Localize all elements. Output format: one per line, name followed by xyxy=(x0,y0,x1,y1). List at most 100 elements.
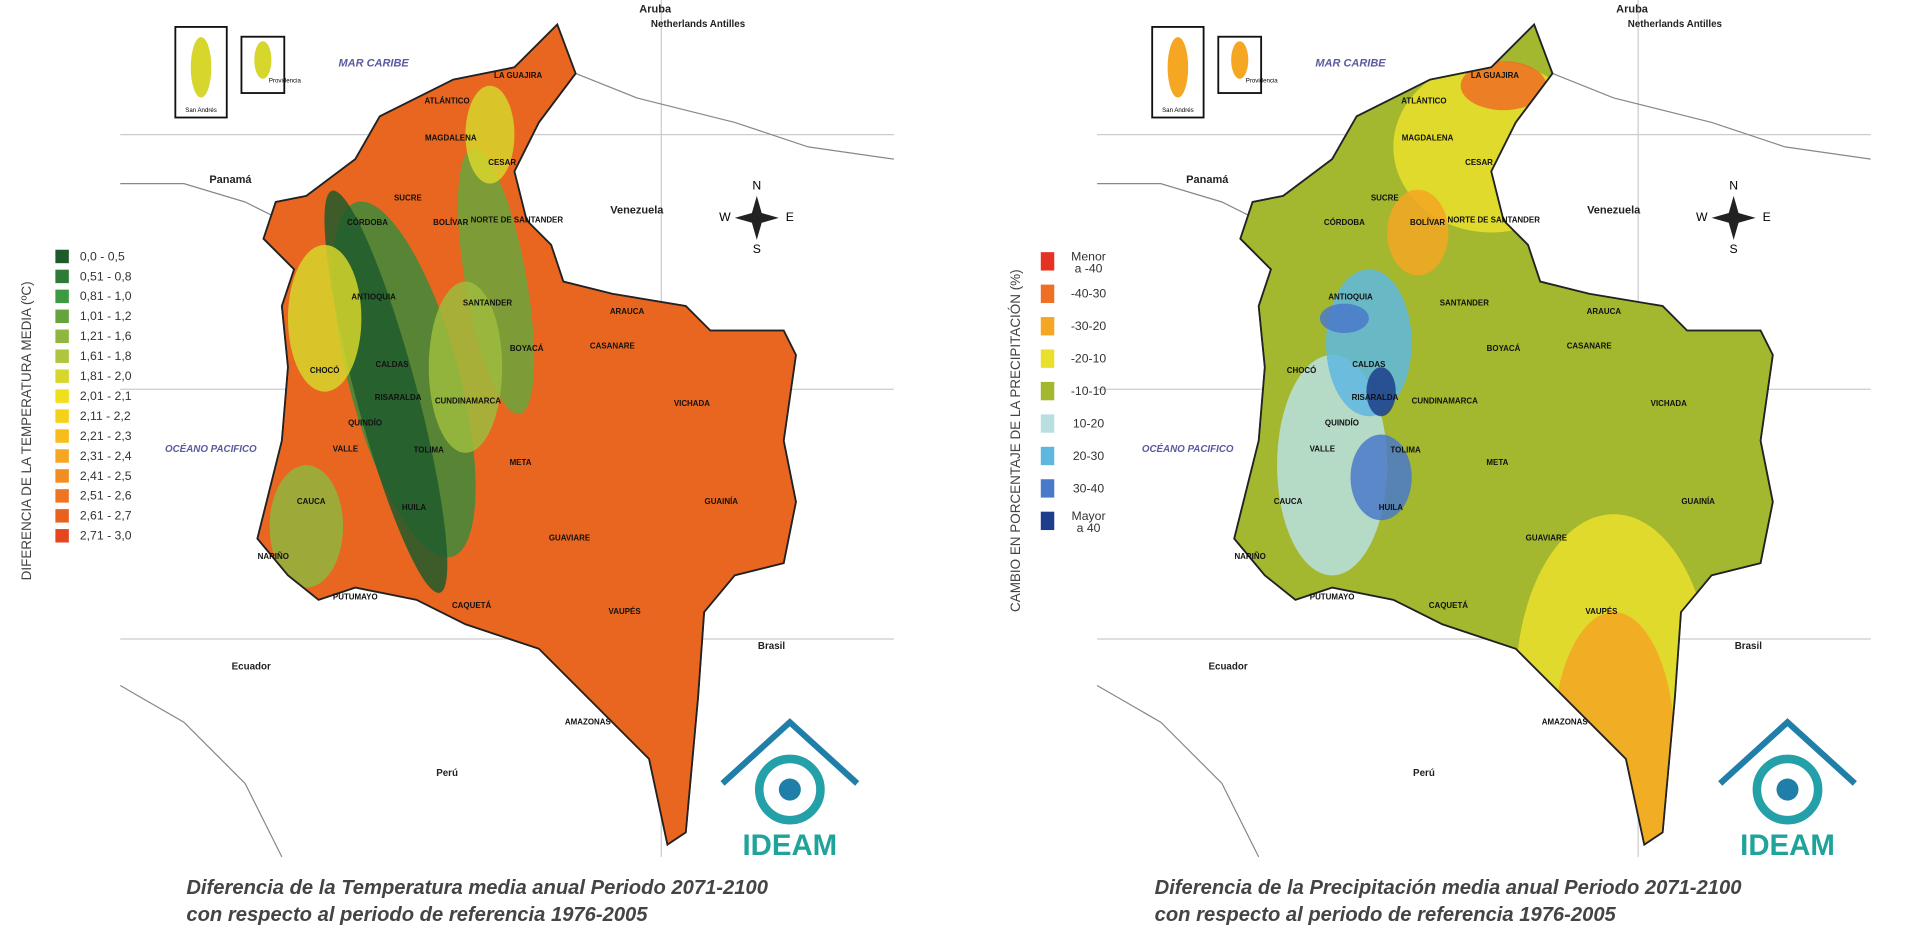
neighbor-label: MAR CARIBE xyxy=(1315,58,1386,70)
legend-label: -10-10 xyxy=(1071,384,1107,398)
color-zones xyxy=(269,85,535,593)
legend-swatch xyxy=(55,409,69,423)
neighbor-label: Aruba xyxy=(639,4,672,16)
legend-title: DIFERENCIA DE LA TEMPERATURA MEDIA (ºC) xyxy=(19,281,34,580)
department-label: CALDAS xyxy=(375,360,408,369)
department-label: SANTANDER xyxy=(463,299,513,308)
legend-label: Mayor xyxy=(1072,509,1106,523)
logo-eye-center xyxy=(778,778,801,801)
legend-label: a -40 xyxy=(1075,262,1103,276)
legend-label: -40-30 xyxy=(1071,287,1107,301)
island xyxy=(1231,41,1249,79)
department-label: META xyxy=(1486,458,1508,467)
department-label: CALDAS xyxy=(1352,360,1385,369)
island xyxy=(1167,37,1189,98)
neighbor-label: Brasil xyxy=(758,641,785,652)
color-zone xyxy=(1319,303,1369,333)
legend-label: -20-10 xyxy=(1071,352,1107,366)
logo-eye xyxy=(754,754,825,825)
legend-label: a 40 xyxy=(1077,521,1101,535)
department-label: QUINDÍO xyxy=(348,419,382,428)
department-label: PUTUMAYO xyxy=(1310,592,1355,601)
legend-swatch xyxy=(1040,349,1055,368)
department-label: NARIÑO xyxy=(258,552,289,561)
department-label: GUAVIARE xyxy=(549,534,590,543)
department-label: CHOCÓ xyxy=(310,366,340,375)
department-label: BOYACÁ xyxy=(1487,344,1521,353)
legend-swatch xyxy=(1040,252,1055,271)
department-label: LA GUAJIRA xyxy=(1471,71,1519,80)
department-label: META xyxy=(510,458,532,467)
coastline xyxy=(1096,72,1871,858)
department-label: CAQUETÁ xyxy=(1429,601,1469,610)
logo-text: IDEAM xyxy=(1740,829,1835,862)
legend-swatch xyxy=(1040,284,1055,303)
department-label: HUILA xyxy=(1379,503,1404,512)
department-label: ANTIOQUIA xyxy=(351,293,396,302)
legend: DIFERENCIA DE LA TEMPERATURA MEDIA (ºC) 0… xyxy=(19,249,132,580)
department-label: ARAUCA xyxy=(610,307,645,316)
country-border xyxy=(256,22,797,847)
logo-roof xyxy=(720,718,860,786)
color-zone xyxy=(1387,189,1449,276)
map-panel: LA GUAJIRA ATLÁNTICO MAGDALENA CESAR SUCRE CÓ… xyxy=(1096,0,1871,858)
legend-swatch xyxy=(55,529,69,543)
department-label: VALLE xyxy=(333,444,358,453)
legend-label: 1,61 - 1,8 xyxy=(80,349,132,363)
legend-label: -30-20 xyxy=(1071,319,1107,333)
legend-swatch xyxy=(55,509,69,523)
department-label: TOLIMA xyxy=(414,446,445,455)
inset-label: San Andrés xyxy=(185,107,217,114)
legend-label: 20-30 xyxy=(1073,449,1104,463)
caption: con respecto al periodo de referencia 19… xyxy=(1155,904,1617,926)
country-border xyxy=(1233,22,1774,847)
compass-letter: S xyxy=(1730,242,1738,256)
legend-swatch xyxy=(55,289,69,304)
department-label: ARAUCA xyxy=(1587,307,1622,316)
legend-label: 2,21 - 2,3 xyxy=(80,429,132,443)
legend-swatch xyxy=(55,369,69,383)
department-label: AMAZONAS xyxy=(1542,717,1588,726)
caption: Diferencia de la Precipitación media anu… xyxy=(1155,877,1743,899)
neighbor-label: Ecuador xyxy=(232,662,271,673)
caption: Diferencia de la Temperatura media anual… xyxy=(186,877,768,899)
legend-title: CAMBIO EN PORCENTAJE DE LA PRECIPITACIÓN… xyxy=(1008,269,1023,612)
department-label: VALLE xyxy=(1310,444,1335,453)
color-zone xyxy=(1350,434,1412,521)
neighbor-label: OCÉANO PACIFICO xyxy=(1142,444,1234,455)
logo-eye xyxy=(1752,754,1823,825)
legend-label: 30-40 xyxy=(1073,481,1104,495)
compass-letter: N xyxy=(1729,178,1738,192)
compass-letter: W xyxy=(719,210,731,224)
department-label: GUAINÍA xyxy=(705,497,739,506)
legend-label: 2,31 - 2,4 xyxy=(80,449,132,463)
department-label: CAQUETÁ xyxy=(452,601,492,610)
department-label: NARIÑO xyxy=(1234,552,1265,561)
legend: CAMBIO EN PORCENTAJE DE LA PRECIPITACIÓN… xyxy=(1008,249,1107,612)
legend-swatch xyxy=(55,449,69,463)
compass-star xyxy=(734,195,779,240)
compass-star xyxy=(1711,195,1756,240)
neighbor-label: Aruba xyxy=(1616,4,1649,16)
legend-swatch xyxy=(1040,479,1055,498)
legend-swatch xyxy=(55,249,69,264)
legend-label: 1,01 - 1,2 xyxy=(80,309,132,323)
color-zone xyxy=(269,465,344,588)
legend-label: 0,0 - 0,5 xyxy=(80,249,125,263)
color-zone xyxy=(1366,367,1396,417)
legend-label: 1,81 - 2,0 xyxy=(80,369,132,383)
neighbor-label: Ecuador xyxy=(1209,662,1248,673)
department-label: CHOCÓ xyxy=(1287,366,1317,375)
island xyxy=(190,37,212,98)
department-label: BOYACÁ xyxy=(510,344,544,353)
caption: con respecto al periodo de referencia 19… xyxy=(186,904,648,926)
legend-swatch xyxy=(55,489,69,503)
department-label: AMAZONAS xyxy=(565,717,611,726)
department-label: RISARALDA xyxy=(375,393,422,402)
legend-swatch xyxy=(1040,381,1055,401)
neighbor-label: Netherlands Antilles xyxy=(1628,19,1723,30)
department-label: BOLÍVAR xyxy=(1410,218,1445,227)
color-zone xyxy=(1460,61,1547,111)
